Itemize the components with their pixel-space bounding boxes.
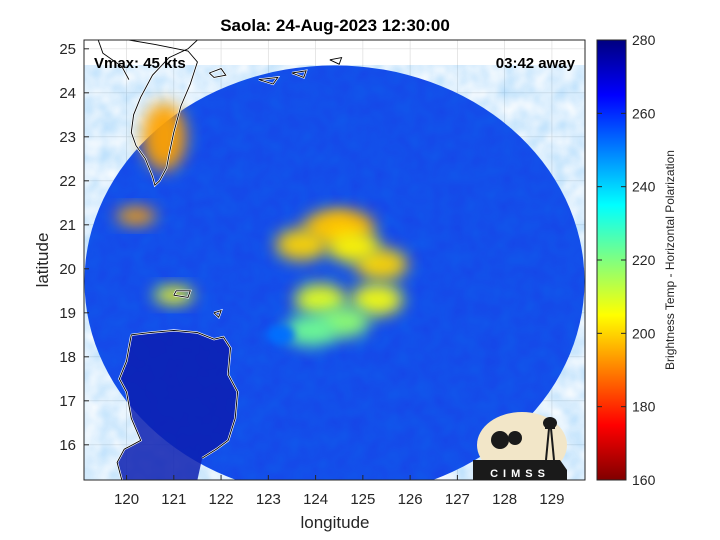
logo-building xyxy=(473,460,567,480)
x-tick-label: 128 xyxy=(492,491,517,508)
features xyxy=(115,102,408,480)
y-tick-label: 25 xyxy=(59,41,76,58)
axes-frame xyxy=(83,39,586,481)
logo-text: CIMSS xyxy=(490,468,550,480)
colorbar: 160 180 200 220 240 260 280 Brightness Temp - … xyxy=(596,32,677,488)
chart-title: Saola: 24-Aug-2023 12:30:00 xyxy=(220,16,450,35)
logo-dish xyxy=(491,431,509,449)
land-luzon xyxy=(117,330,238,480)
colorbar-tick-label: 240 xyxy=(632,179,656,195)
coastlines-outline xyxy=(97,40,343,480)
coastline-outline xyxy=(208,68,227,78)
coastline-outline xyxy=(173,290,191,298)
coastline-outline xyxy=(128,40,198,187)
feature-taiwan-land xyxy=(142,102,187,171)
y-tick-label: 21 xyxy=(59,217,76,234)
feature-rainband xyxy=(275,228,328,261)
x-tick-label: 125 xyxy=(350,491,375,508)
colorbar-tick-label: 220 xyxy=(632,252,656,268)
x-tick-label: 126 xyxy=(398,491,423,508)
x-axis: 120 121 122 123 124 125 126 127 128 129 xyxy=(114,475,564,508)
y-tick-label: 20 xyxy=(59,261,76,278)
logo-tank xyxy=(543,417,557,429)
coastline-outline xyxy=(116,334,142,480)
coastline-outline xyxy=(97,40,130,80)
y-tick-label: 17 xyxy=(59,393,76,410)
x-tick-label: 124 xyxy=(303,491,328,508)
logo-dish-2 xyxy=(508,431,522,445)
coastline-outline xyxy=(329,57,343,65)
x-axis-label: longitude xyxy=(300,513,369,532)
feature-convection xyxy=(115,207,156,225)
colorbar-ticks: 160 180 200 220 240 260 280 xyxy=(597,32,656,488)
y-tick-label: 24 xyxy=(59,85,76,102)
time-away-annotation: 03:42 away xyxy=(496,55,576,72)
y-tick-label: 16 xyxy=(59,437,76,454)
x-tick-label: 121 xyxy=(161,491,186,508)
colorbar-label: Brightness Temp - Horizontal Polarizatio… xyxy=(663,150,677,370)
feature-cold-core xyxy=(266,324,295,345)
colorbar-tick-label: 280 xyxy=(632,32,656,48)
x-tick-label: 122 xyxy=(209,491,234,508)
x-tick-label: 127 xyxy=(445,491,470,508)
x-tick-label: 129 xyxy=(539,491,564,508)
vmax-annotation: Vmax: 45 kts xyxy=(94,55,186,72)
x-tick-label: 120 xyxy=(114,491,139,508)
chart-title-group: Saola: 24-Aug-2023 12:30:00 xyxy=(220,16,450,35)
colorbar-tick-label: 160 xyxy=(632,472,656,488)
coastline-outline xyxy=(258,76,279,85)
feature-rainband xyxy=(351,283,404,316)
y-tick-label: 23 xyxy=(59,129,76,146)
colorbar-tick-label: 180 xyxy=(632,399,656,415)
colorbar-tick-label: 200 xyxy=(632,325,656,341)
x-tick-label: 123 xyxy=(256,491,281,508)
y-tick-label: 22 xyxy=(59,173,76,190)
coastline-outline xyxy=(291,70,307,78)
feature-rainband xyxy=(327,230,380,263)
coastline-outline xyxy=(131,329,239,459)
y-tick-label: 19 xyxy=(59,305,76,322)
coastline-outline xyxy=(213,309,222,318)
y-tick-label: 18 xyxy=(59,349,76,366)
feature-rainband xyxy=(284,314,337,347)
y-axis-label: latitude xyxy=(33,233,52,288)
cimss-logo: CIMSS xyxy=(473,412,567,480)
swath-layer xyxy=(84,40,585,480)
y-axis: 16 17 18 19 20 21 22 23 24 25 xyxy=(59,41,89,454)
colorbar-tick-label: 260 xyxy=(632,105,656,121)
